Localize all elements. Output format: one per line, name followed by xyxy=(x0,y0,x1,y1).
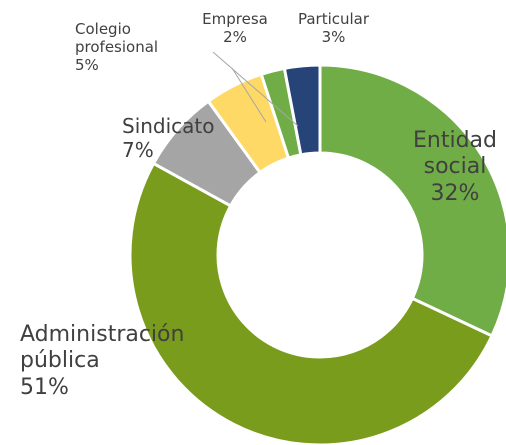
slice-label: Entidad social 32% xyxy=(405,128,505,207)
leader-line xyxy=(212,51,299,127)
value-label: 51% xyxy=(20,374,69,400)
category-label: Entidad social xyxy=(413,128,497,180)
slice-label: Empresa 2% xyxy=(195,10,275,46)
value-label: 7% xyxy=(122,138,154,162)
slice-label: Sindicato 7% xyxy=(122,114,232,162)
category-label: Empresa xyxy=(202,10,268,28)
value-label: 32% xyxy=(430,180,480,206)
slice-label: Administración pública 51% xyxy=(20,322,225,401)
slice-label: Colegio profesional 5% xyxy=(75,20,190,74)
slice xyxy=(128,161,494,445)
slice xyxy=(318,63,506,338)
value-label: 5% xyxy=(75,56,99,74)
value-label: 3% xyxy=(321,28,346,46)
leader-line xyxy=(231,67,267,123)
slice xyxy=(282,63,322,157)
category-label: Particular xyxy=(297,10,370,28)
category-label: Colegio profesional xyxy=(75,20,159,56)
category-label: Sindicato xyxy=(122,114,215,138)
slices xyxy=(128,63,506,445)
slice-label: Particular 3% xyxy=(286,10,381,46)
category-label: Administración pública xyxy=(20,322,185,374)
value-label: 2% xyxy=(223,28,247,46)
